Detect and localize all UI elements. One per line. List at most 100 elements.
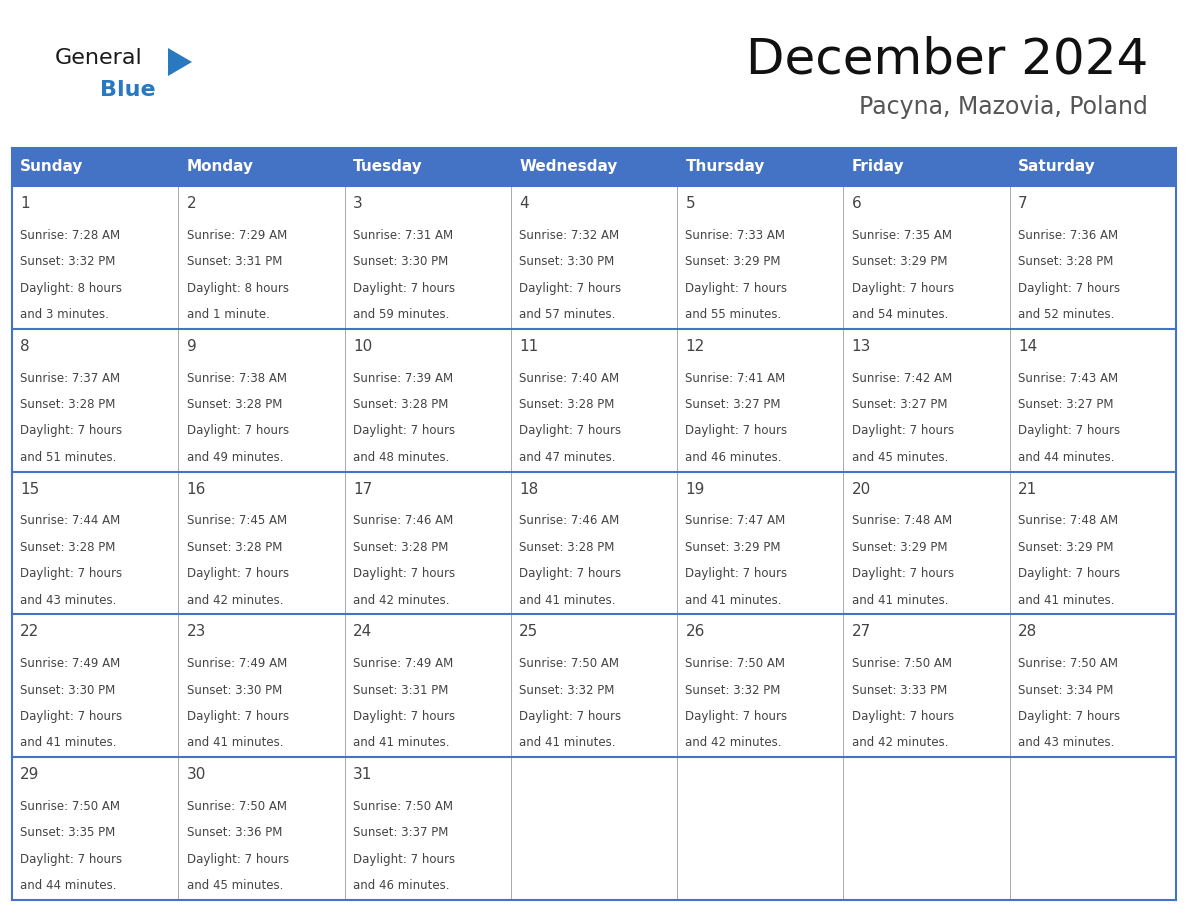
Bar <box>12 148 178 186</box>
Text: Sunrise: 7:49 AM: Sunrise: 7:49 AM <box>187 657 286 670</box>
Text: Sunrise: 7:31 AM: Sunrise: 7:31 AM <box>353 229 453 241</box>
Text: 25: 25 <box>519 624 538 640</box>
Text: and 43 minutes.: and 43 minutes. <box>20 594 116 607</box>
Text: Daylight: 7 hours: Daylight: 7 hours <box>1018 282 1120 295</box>
Text: Monday: Monday <box>187 160 253 174</box>
Text: 7: 7 <box>1018 196 1028 211</box>
Text: Daylight: 7 hours: Daylight: 7 hours <box>353 424 455 438</box>
Text: Sunrise: 7:44 AM: Sunrise: 7:44 AM <box>20 514 120 528</box>
Bar <box>843 757 1010 900</box>
Bar <box>677 472 843 614</box>
Text: 14: 14 <box>1018 339 1037 353</box>
Text: Sunset: 3:30 PM: Sunset: 3:30 PM <box>187 684 282 697</box>
Text: Sunset: 3:30 PM: Sunset: 3:30 PM <box>353 255 448 268</box>
Text: Daylight: 7 hours: Daylight: 7 hours <box>353 282 455 295</box>
Bar <box>843 472 1010 614</box>
Text: 22: 22 <box>20 624 39 640</box>
Text: 10: 10 <box>353 339 372 353</box>
Text: 21: 21 <box>1018 482 1037 497</box>
Text: and 59 minutes.: and 59 minutes. <box>353 308 449 321</box>
Text: Sunset: 3:28 PM: Sunset: 3:28 PM <box>187 398 282 411</box>
Text: and 42 minutes.: and 42 minutes. <box>852 736 948 749</box>
Bar <box>1010 186 1176 329</box>
Text: December 2024: December 2024 <box>746 35 1148 83</box>
Text: Friday: Friday <box>852 160 904 174</box>
Bar <box>511 757 677 900</box>
Text: and 41 minutes.: and 41 minutes. <box>519 736 615 749</box>
Text: 27: 27 <box>852 624 871 640</box>
Text: Daylight: 7 hours: Daylight: 7 hours <box>519 567 621 580</box>
Text: Daylight: 7 hours: Daylight: 7 hours <box>353 567 455 580</box>
Text: and 41 minutes.: and 41 minutes. <box>685 594 782 607</box>
Text: 11: 11 <box>519 339 538 353</box>
Text: 24: 24 <box>353 624 372 640</box>
Text: Sunrise: 7:29 AM: Sunrise: 7:29 AM <box>187 229 286 241</box>
Text: Sunrise: 7:50 AM: Sunrise: 7:50 AM <box>353 800 453 813</box>
Text: 23: 23 <box>187 624 206 640</box>
Text: Sunset: 3:29 PM: Sunset: 3:29 PM <box>852 541 947 554</box>
Bar <box>1010 329 1176 472</box>
Text: Sunrise: 7:36 AM: Sunrise: 7:36 AM <box>1018 229 1118 241</box>
Text: and 42 minutes.: and 42 minutes. <box>187 594 283 607</box>
Text: Sunset: 3:30 PM: Sunset: 3:30 PM <box>519 255 614 268</box>
Bar <box>178 186 345 329</box>
Text: Sunrise: 7:32 AM: Sunrise: 7:32 AM <box>519 229 619 241</box>
Bar <box>12 757 178 900</box>
Text: 31: 31 <box>353 767 372 782</box>
Text: Sunset: 3:31 PM: Sunset: 3:31 PM <box>187 255 282 268</box>
Text: 17: 17 <box>353 482 372 497</box>
Text: 20: 20 <box>852 482 871 497</box>
Text: Sunrise: 7:42 AM: Sunrise: 7:42 AM <box>852 372 952 385</box>
Text: and 3 minutes.: and 3 minutes. <box>20 308 109 321</box>
Text: Sunrise: 7:40 AM: Sunrise: 7:40 AM <box>519 372 619 385</box>
Text: Sunset: 3:31 PM: Sunset: 3:31 PM <box>353 684 448 697</box>
Text: 30: 30 <box>187 767 206 782</box>
Text: Sunset: 3:28 PM: Sunset: 3:28 PM <box>187 541 282 554</box>
Text: Sunset: 3:27 PM: Sunset: 3:27 PM <box>852 398 947 411</box>
Text: Daylight: 7 hours: Daylight: 7 hours <box>852 424 954 438</box>
Text: Daylight: 8 hours: Daylight: 8 hours <box>20 282 122 295</box>
Text: 12: 12 <box>685 339 704 353</box>
Bar <box>1010 757 1176 900</box>
Text: Sunset: 3:29 PM: Sunset: 3:29 PM <box>685 541 781 554</box>
Bar <box>677 148 843 186</box>
Text: Sunrise: 7:50 AM: Sunrise: 7:50 AM <box>519 657 619 670</box>
Text: Daylight: 7 hours: Daylight: 7 hours <box>187 567 289 580</box>
Text: 1: 1 <box>20 196 30 211</box>
Text: and 42 minutes.: and 42 minutes. <box>685 736 782 749</box>
Bar <box>345 329 511 472</box>
Text: Daylight: 7 hours: Daylight: 7 hours <box>187 424 289 438</box>
Bar <box>345 472 511 614</box>
Text: Daylight: 7 hours: Daylight: 7 hours <box>187 711 289 723</box>
Text: Sunset: 3:28 PM: Sunset: 3:28 PM <box>519 398 614 411</box>
Bar <box>12 329 178 472</box>
Bar <box>12 186 178 329</box>
Text: 29: 29 <box>20 767 39 782</box>
Text: Blue: Blue <box>100 80 156 100</box>
Bar <box>345 757 511 900</box>
Bar <box>178 472 345 614</box>
Text: 26: 26 <box>685 624 704 640</box>
Text: Sunset: 3:28 PM: Sunset: 3:28 PM <box>353 541 448 554</box>
Bar <box>511 186 677 329</box>
Text: Daylight: 7 hours: Daylight: 7 hours <box>519 711 621 723</box>
Text: Sunset: 3:33 PM: Sunset: 3:33 PM <box>852 684 947 697</box>
Text: Daylight: 7 hours: Daylight: 7 hours <box>519 424 621 438</box>
Text: and 51 minutes.: and 51 minutes. <box>20 451 116 464</box>
Text: Sunrise: 7:50 AM: Sunrise: 7:50 AM <box>20 800 120 813</box>
Text: Daylight: 7 hours: Daylight: 7 hours <box>20 567 122 580</box>
Bar <box>178 614 345 757</box>
Text: Sunset: 3:29 PM: Sunset: 3:29 PM <box>685 255 781 268</box>
Text: Sunrise: 7:48 AM: Sunrise: 7:48 AM <box>852 514 952 528</box>
Bar <box>677 614 843 757</box>
Text: 4: 4 <box>519 196 529 211</box>
Bar <box>1010 614 1176 757</box>
Text: and 54 minutes.: and 54 minutes. <box>852 308 948 321</box>
Text: Sunset: 3:37 PM: Sunset: 3:37 PM <box>353 826 448 839</box>
Text: Sunrise: 7:48 AM: Sunrise: 7:48 AM <box>1018 514 1118 528</box>
Text: Sunset: 3:28 PM: Sunset: 3:28 PM <box>20 541 115 554</box>
Text: Sunset: 3:27 PM: Sunset: 3:27 PM <box>1018 398 1113 411</box>
Text: Sunset: 3:28 PM: Sunset: 3:28 PM <box>20 398 115 411</box>
Text: Sunrise: 7:50 AM: Sunrise: 7:50 AM <box>685 657 785 670</box>
Text: Sunset: 3:35 PM: Sunset: 3:35 PM <box>20 826 115 839</box>
